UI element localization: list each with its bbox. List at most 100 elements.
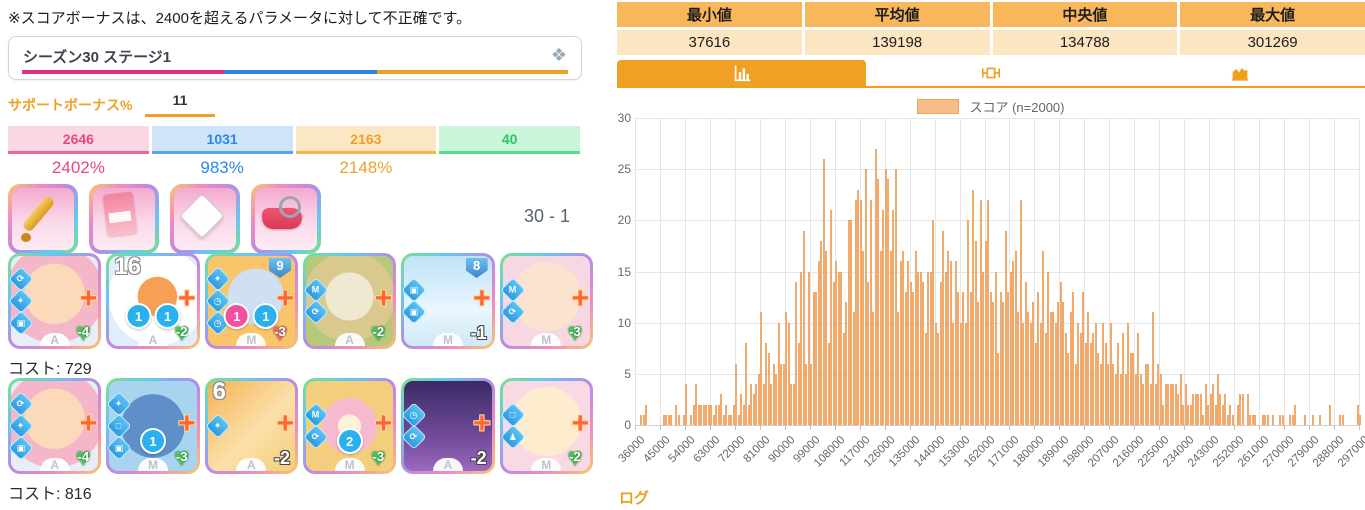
support-bonus-input[interactable]: 11 (145, 92, 215, 117)
histogram-bar (1214, 404, 1217, 425)
card-art-hands (502, 256, 590, 346)
histogram-bar (1004, 230, 1007, 425)
histogram-bar (1054, 322, 1057, 425)
log-link[interactable]: ログ (619, 490, 650, 507)
histogram-bar (887, 179, 890, 425)
stats-value-1: 139198 (804, 30, 990, 55)
histogram-bar (964, 322, 967, 425)
histogram-bar (1311, 414, 1314, 425)
histogram-bar (1064, 332, 1067, 425)
support-card-stationery[interactable]: ✦ 6 + -2 A (204, 378, 298, 474)
histogram-bar (765, 343, 768, 425)
tab-histogram[interactable] (617, 60, 867, 86)
v-gridline (1234, 118, 1236, 425)
support-card-duo[interactable]: □ ♟ + ♥ -2 M (499, 378, 593, 474)
histogram-bar (897, 312, 900, 425)
param-value-0[interactable]: 2646 (8, 126, 149, 154)
histogram-bar (805, 363, 808, 425)
histogram-bar (1139, 373, 1142, 425)
histogram-bar (944, 271, 947, 425)
counter-circle: 1 (252, 303, 279, 329)
histogram-bar (757, 373, 760, 425)
histogram-bar (917, 271, 920, 425)
heart-badge: ♥ -3 (168, 444, 196, 470)
skill-diamond-icon: ⟳ (8, 391, 34, 417)
histogram-bar (1241, 394, 1244, 425)
histogram-bar (715, 404, 718, 425)
plus-icon: + (276, 281, 294, 315)
v-gridline (1109, 118, 1111, 425)
v-gridline (784, 118, 786, 425)
histogram-bar (1216, 373, 1219, 425)
support-card-portrait[interactable]: ⟳ ✦ ▣ + ♥ -4 A (8, 378, 102, 474)
histogram-bar (919, 271, 922, 425)
visor-item[interactable] (251, 184, 321, 254)
heart-value: -2 (175, 324, 188, 339)
stats-table: 最小値 平均値 中央値 最大値 37616 139198 134788 301269 (617, 2, 1365, 55)
histogram-bar (1202, 414, 1205, 425)
handkerchief-item[interactable] (170, 184, 240, 254)
histogram-bar (1204, 384, 1207, 425)
histogram-bar (1187, 404, 1190, 425)
support-card-star[interactable]: M ⟳ + ♥ -2 A (302, 253, 397, 349)
histogram-bar (982, 271, 985, 425)
card-rank-letter: M (531, 333, 562, 347)
x-tick-mark (1209, 425, 1211, 430)
left-panel: ※スコアボーナスは、2400を超えるパラメータに対して不正確です。 シーズン30… (0, 0, 600, 510)
megaphone-item[interactable] (8, 184, 78, 254)
ramen-item[interactable] (89, 184, 159, 254)
skill-glyph: ✦ (115, 398, 124, 409)
heart-badge: ♥ -3 (266, 319, 294, 345)
histogram-bar (1089, 343, 1092, 425)
param-value-2[interactable]: 2163 (295, 126, 437, 154)
support-card-hands[interactable]: M ⟳ + ♥ -3 M (499, 253, 593, 349)
x-tick-mark (884, 425, 886, 430)
support-card-tray[interactable]: ✦ ◷ ◷ 9 +1 1 ♥ -3 M (204, 253, 298, 349)
histogram-bar (1024, 281, 1027, 425)
param-value-1[interactable]: 1031 (151, 126, 293, 154)
support-card-ring[interactable]: M ⟳ +2 ♥ -3 M (302, 378, 397, 474)
histogram-bar (879, 251, 882, 425)
stats-header-2: 中央値 (992, 2, 1178, 27)
histogram-bar (1164, 384, 1167, 425)
histogram-bar (1197, 394, 1200, 425)
skill-diamond-icon: □ (499, 402, 526, 428)
card-art-ring (305, 381, 394, 471)
skill-diamond-icon: ⟳ (401, 424, 428, 450)
histogram-bar (952, 322, 955, 425)
histogram-bar (1029, 322, 1032, 425)
histogram-bar (1102, 322, 1105, 425)
histogram-bar (1149, 384, 1152, 425)
tab-area-chart[interactable] (1115, 60, 1365, 86)
histogram-bar (1082, 291, 1085, 425)
underline-orange-segment (376, 70, 568, 74)
histogram-bar (1194, 394, 1197, 425)
histogram-bar (640, 414, 643, 425)
histogram-bar (1097, 353, 1100, 425)
x-tick-mark (709, 425, 711, 430)
support-card-stage[interactable]: ◷ ⟳ + -2 A (401, 378, 495, 474)
support-card-portrait[interactable]: ⟳ ✦ ▣ + ♥ -4 A (8, 253, 102, 349)
v-gridline (1084, 118, 1086, 425)
histogram-bar (1034, 343, 1037, 425)
x-axis-label: 72000 (716, 434, 748, 466)
support-card-bird[interactable]: 16 +1 1 ♥ -2 A (106, 253, 200, 349)
histogram-bar (882, 210, 885, 425)
x-axis-label: 81000 (741, 434, 773, 466)
card-rank-letter: A (39, 333, 70, 347)
x-tick-mark (734, 425, 736, 430)
histogram-bar (1304, 414, 1307, 425)
stage-select[interactable]: シーズン30 ステージ1 ❖ (8, 36, 582, 80)
cost-delta: -2 (470, 448, 487, 468)
v-gridline (1359, 118, 1360, 425)
support-card-crowd[interactable]: ✦ □ ▣ +1 ♥ -3 M (106, 378, 200, 474)
param-pct-3 (439, 158, 580, 180)
support-card-bridge[interactable]: ▣ ▣ 8 + -1 M (401, 253, 495, 349)
histogram-bar (1152, 312, 1155, 425)
deck-2-cost: コスト: 816 (8, 486, 92, 503)
param-value-3[interactable]: 40 (439, 126, 580, 154)
histogram-bar (899, 261, 902, 425)
tab-boxplot[interactable] (866, 60, 1116, 86)
histogram-bar (999, 291, 1002, 425)
